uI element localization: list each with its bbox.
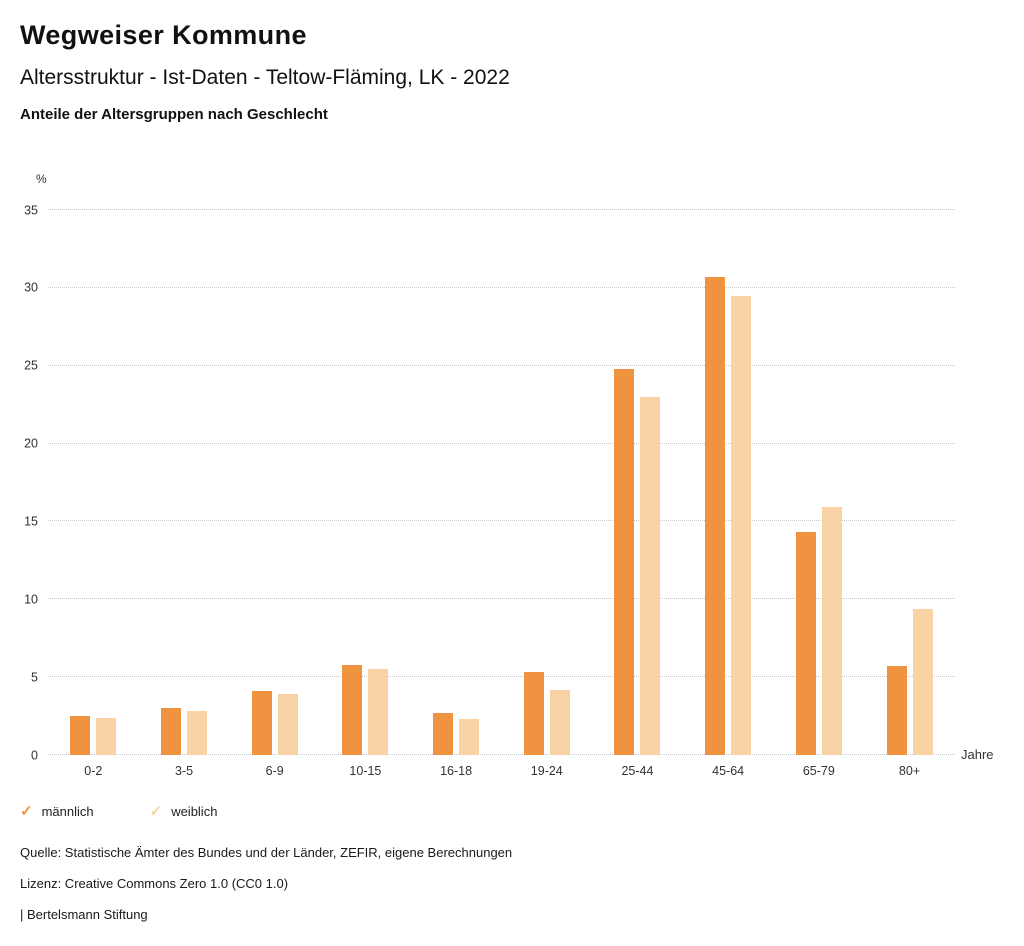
- bar-group: 0-2: [70, 210, 117, 778]
- bar-group: 3-5: [161, 210, 208, 778]
- y-axis-tick-label: 35: [24, 202, 38, 217]
- gridline: [48, 364, 955, 366]
- x-axis-tick-label: 45-64: [712, 764, 745, 778]
- gridline: [48, 520, 955, 522]
- bar-maennlich[interactable]: [614, 368, 635, 755]
- bar-maennlich[interactable]: [795, 532, 816, 755]
- legend-label: weiblich: [171, 804, 218, 819]
- plot-area: 0-2 3-5 6-9 10-15 16-18 19-24 25-44 45-64 65-79 8…: [48, 209, 955, 778]
- bar-pair: [795, 210, 842, 755]
- chart-heading: Anteile der Altersgruppen nach Geschlech…: [20, 106, 328, 123]
- bar-pair: [705, 210, 752, 755]
- page-title: Wegweiser Kommune: [20, 20, 307, 50]
- bar-pair: [70, 210, 117, 755]
- x-axis-tick-label: 6-9: [265, 764, 284, 778]
- bar-weiblich[interactable]: [187, 711, 208, 755]
- legend-label: männlich: [41, 804, 94, 819]
- y-axis-tick-label: 0: [31, 747, 38, 762]
- gridline: [48, 209, 955, 210]
- bar-maennlich[interactable]: [70, 716, 91, 755]
- bar-maennlich[interactable]: [705, 276, 726, 755]
- bar-weiblich[interactable]: [731, 295, 752, 755]
- legend-item-maennlich[interactable]: ✓ männlich: [20, 804, 94, 819]
- bar-weiblich[interactable]: [821, 507, 842, 755]
- y-axis-tick-label: 5: [31, 669, 38, 684]
- checkmark-icon: ✓: [149, 803, 163, 820]
- bar-group: 25-44: [614, 210, 661, 778]
- bar-group: 19-24: [523, 210, 570, 778]
- x-axis-tick-label: 19-24: [530, 764, 563, 778]
- x-axis-tick-label: 25-44: [621, 764, 654, 778]
- gridline: [48, 286, 955, 288]
- bar-weiblich[interactable]: [368, 669, 389, 755]
- bar-weiblich[interactable]: [459, 719, 480, 755]
- x-axis-tick-label: 65-79: [802, 764, 835, 778]
- gridline: [48, 442, 955, 444]
- bar-pair: [886, 210, 933, 755]
- bar-maennlich[interactable]: [886, 666, 907, 755]
- bar-weiblich[interactable]: [277, 694, 298, 755]
- bar-group: 10-15: [342, 210, 389, 778]
- bar-weiblich[interactable]: [96, 717, 117, 755]
- bar-maennlich[interactable]: [342, 664, 363, 755]
- bar-maennlich[interactable]: [433, 712, 454, 755]
- bar-group: 16-18: [433, 210, 480, 778]
- legend-item-weiblich[interactable]: ✓ weiblich: [150, 804, 218, 819]
- gridline: [48, 754, 955, 755]
- gridline: [48, 598, 955, 600]
- bar-weiblich[interactable]: [549, 689, 570, 755]
- x-axis-tick-label: 3-5: [174, 764, 194, 778]
- bar-pair: [161, 210, 208, 755]
- bar-maennlich[interactable]: [523, 672, 544, 755]
- bar-pair: [433, 210, 480, 755]
- bar-weiblich[interactable]: [640, 396, 661, 755]
- y-axis-tick-label: 20: [24, 436, 38, 451]
- bar-maennlich[interactable]: [251, 691, 272, 755]
- bar-group: 6-9: [251, 210, 298, 778]
- gridlines: [48, 209, 955, 755]
- y-axis-tick-label: 10: [24, 592, 38, 607]
- checkmark-icon: ✓: [20, 803, 33, 820]
- y-axis-tick-label: 15: [24, 514, 38, 529]
- bar-group: 80+: [886, 210, 933, 778]
- bar-group: 45-64: [705, 210, 752, 778]
- y-axis-unit-label: %: [36, 172, 47, 186]
- bar-group: 65-79: [795, 210, 842, 778]
- bar-pair: [251, 210, 298, 755]
- bar-weiblich[interactable]: [912, 608, 933, 755]
- bar-groups: 0-2 3-5 6-9 10-15 16-18 19-24 25-44 45-64 65-79 8…: [48, 210, 955, 778]
- bar-pair: [342, 210, 389, 755]
- page-subtitle: Altersstruktur - Ist-Daten - Teltow-Fläm…: [20, 66, 510, 89]
- x-axis-unit-label: Jahre: [961, 747, 994, 762]
- y-axis: 0 5 10 15 20 25 30 35: [0, 204, 38, 761]
- bar-pair: [523, 210, 570, 755]
- gridline: [48, 676, 955, 678]
- x-axis-tick-label: 0-2: [84, 764, 103, 778]
- license-text: Lizenz: Creative Commons Zero 1.0 (CC0 1…: [20, 876, 289, 891]
- source-text: Quelle: Statistische Ämter des Bundes un…: [20, 845, 513, 860]
- y-axis-tick-label: 25: [24, 358, 38, 373]
- bar-pair: [614, 210, 661, 755]
- x-axis-tick-label: 80+: [898, 764, 921, 778]
- y-axis-tick-label: 30: [24, 280, 38, 295]
- attribution-text: | Bertelsmann Stiftung: [20, 907, 148, 922]
- x-axis-tick-label: 16-18: [440, 764, 473, 778]
- x-axis-tick-label: 10-15: [349, 764, 382, 778]
- bar-maennlich[interactable]: [161, 708, 182, 755]
- legend: ✓ männlich ✓ weiblich: [20, 804, 217, 819]
